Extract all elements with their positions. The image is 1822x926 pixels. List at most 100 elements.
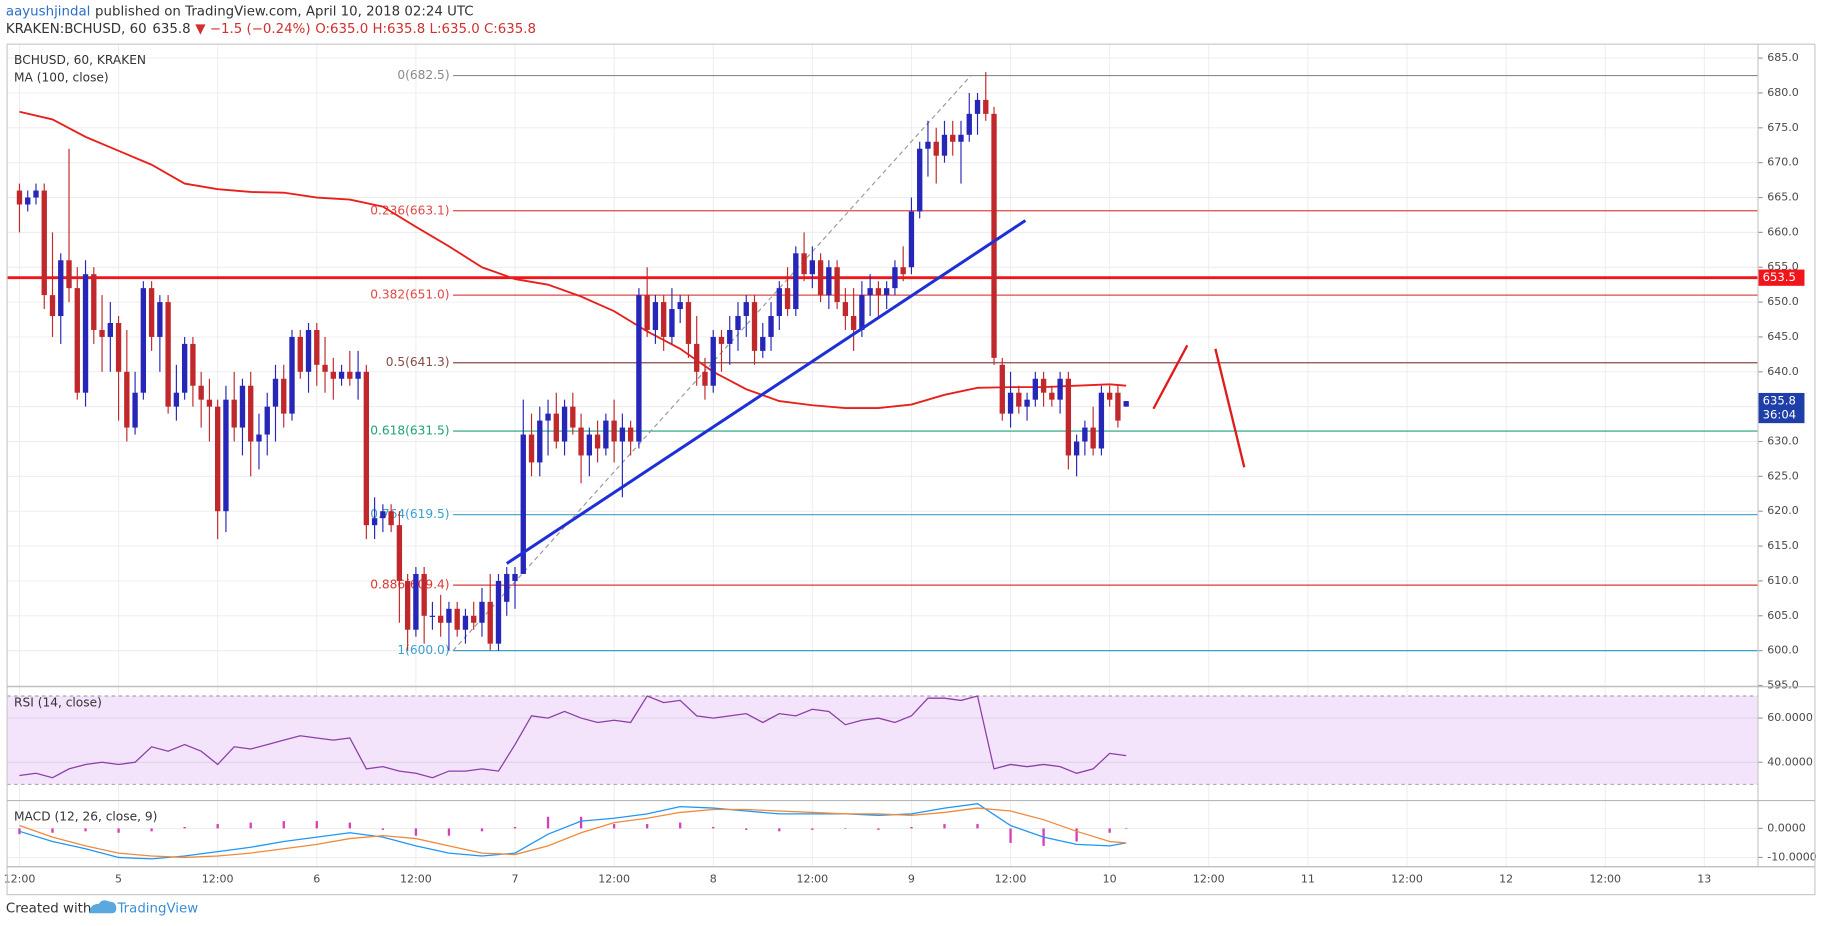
candle-body [74,288,80,393]
candle-body [644,295,650,330]
candle-body [1123,401,1129,407]
x-tick-label: 8 [710,873,717,886]
fib-label: 0.236(663.1) [370,203,449,217]
candle-body [1098,392,1105,449]
candle-body [58,260,64,317]
candle-body [991,113,997,358]
symbol: KRAKEN:BCHUSD, 60 [6,22,147,37]
y-tick-label: 680.0 [1767,86,1799,99]
candle-body [685,302,692,344]
candle-body [421,573,427,616]
candle-body [784,288,791,310]
candle-body [974,99,981,114]
candle-body [181,343,188,393]
candle-body [801,253,807,275]
histogram-bar [447,828,451,836]
fib-label: 0.618(631.5) [370,424,449,438]
last: 635.8 [152,22,190,37]
candle-body [413,573,419,630]
candle-body [495,580,502,644]
published: published on TradingView.com, April 10, … [95,5,474,20]
y-tick-label: -10.0000 [1767,850,1817,863]
tradingview-logo[interactable] [89,900,117,914]
change: ▼ −1.5 (−0.24%) [195,22,310,37]
candle-body [148,288,155,337]
candle-body [883,288,890,296]
candle-body [950,134,956,142]
histogram-bar [480,828,484,832]
y-tick-label: 645.0 [1767,330,1799,343]
histogram-bar [249,822,252,829]
histogram-bar [513,826,517,829]
ohlc: O:635.0 H:635.8 L:635.0 C:635.8 [315,22,536,37]
candle-body [553,413,559,442]
fib-label: 0.5(641.3) [386,355,450,369]
candle-body [256,434,262,442]
candle-body [694,343,700,372]
candle-body [1106,392,1113,400]
trendline [505,219,1027,565]
candle-body [371,518,378,526]
macd-line [19,803,1127,860]
candle-body [248,385,254,442]
footer-created: Created with [6,902,91,917]
candle-body [660,302,667,337]
candle-body [1065,378,1072,456]
histogram-bar [877,828,880,830]
level-tag-label: 653.5 [1763,270,1796,284]
y-tick-label: 620.0 [1767,504,1799,517]
y-tick-label: 640.0 [1767,365,1799,378]
candle-body [652,302,659,330]
y-tick-label: 630.0 [1767,435,1799,448]
x-tick-label: 12:00 [995,873,1027,886]
histogram-bar [1075,828,1078,842]
candle-body [958,134,964,142]
candle-body [966,113,972,135]
candle-body [793,253,799,310]
candle-body [826,267,832,296]
candle-body [619,427,626,442]
candle-body [917,148,923,212]
ma-legend: MA (100, close) [14,70,109,84]
candle-body [892,267,898,289]
candle-body [215,406,221,512]
y-tick-label: 605.0 [1767,609,1799,622]
candle-body [206,399,213,407]
candle-body [115,322,122,372]
author[interactable]: aayushjindal [6,5,90,20]
plot-area: 595.0 600.0 605.0 610.0 615.0 620.0 625.0 630.0… [4,44,1817,886]
x-tick-label: 12:00 [1589,873,1621,886]
candle-body [834,267,840,303]
header-line-1: aayushjindal published on TradingView.com… [6,5,474,20]
candle-body [1115,392,1121,421]
fib-diagonal [452,75,972,652]
countdown: 36:04 [1763,408,1796,422]
histogram-bar [84,828,87,832]
y-tick-label: 60.0000 [1767,711,1813,724]
candle-body [776,288,782,317]
header-line-2: KRAKEN:BCHUSD, 60 635.8 ▼ −1.5 (−0.24%) O:6… [6,22,536,37]
candle-body [297,336,303,372]
y-tick-label: 650.0 [1767,295,1799,308]
histogram-bar [51,828,54,833]
candle-body [636,295,642,442]
x-tick-label: 10 [1103,873,1117,886]
candle-body [281,378,287,414]
y-tick-label: 610.0 [1767,574,1799,587]
level-tag [1757,269,1805,286]
candle-body [33,190,39,198]
histogram-bar [645,824,649,829]
drawing [1152,344,1189,410]
candle-body [314,329,320,365]
candle-body [438,615,444,623]
candle-body [768,316,774,337]
candle-body [727,329,733,344]
histogram-bar [910,826,913,829]
footer-brand[interactable]: TradingView [116,902,198,917]
candle-body [603,420,609,449]
histogram-bar [745,828,748,830]
candle-body [231,399,237,428]
candle-body [49,295,56,317]
candle-body [289,336,295,414]
y-tick-label: 595.0 [1767,678,1799,691]
